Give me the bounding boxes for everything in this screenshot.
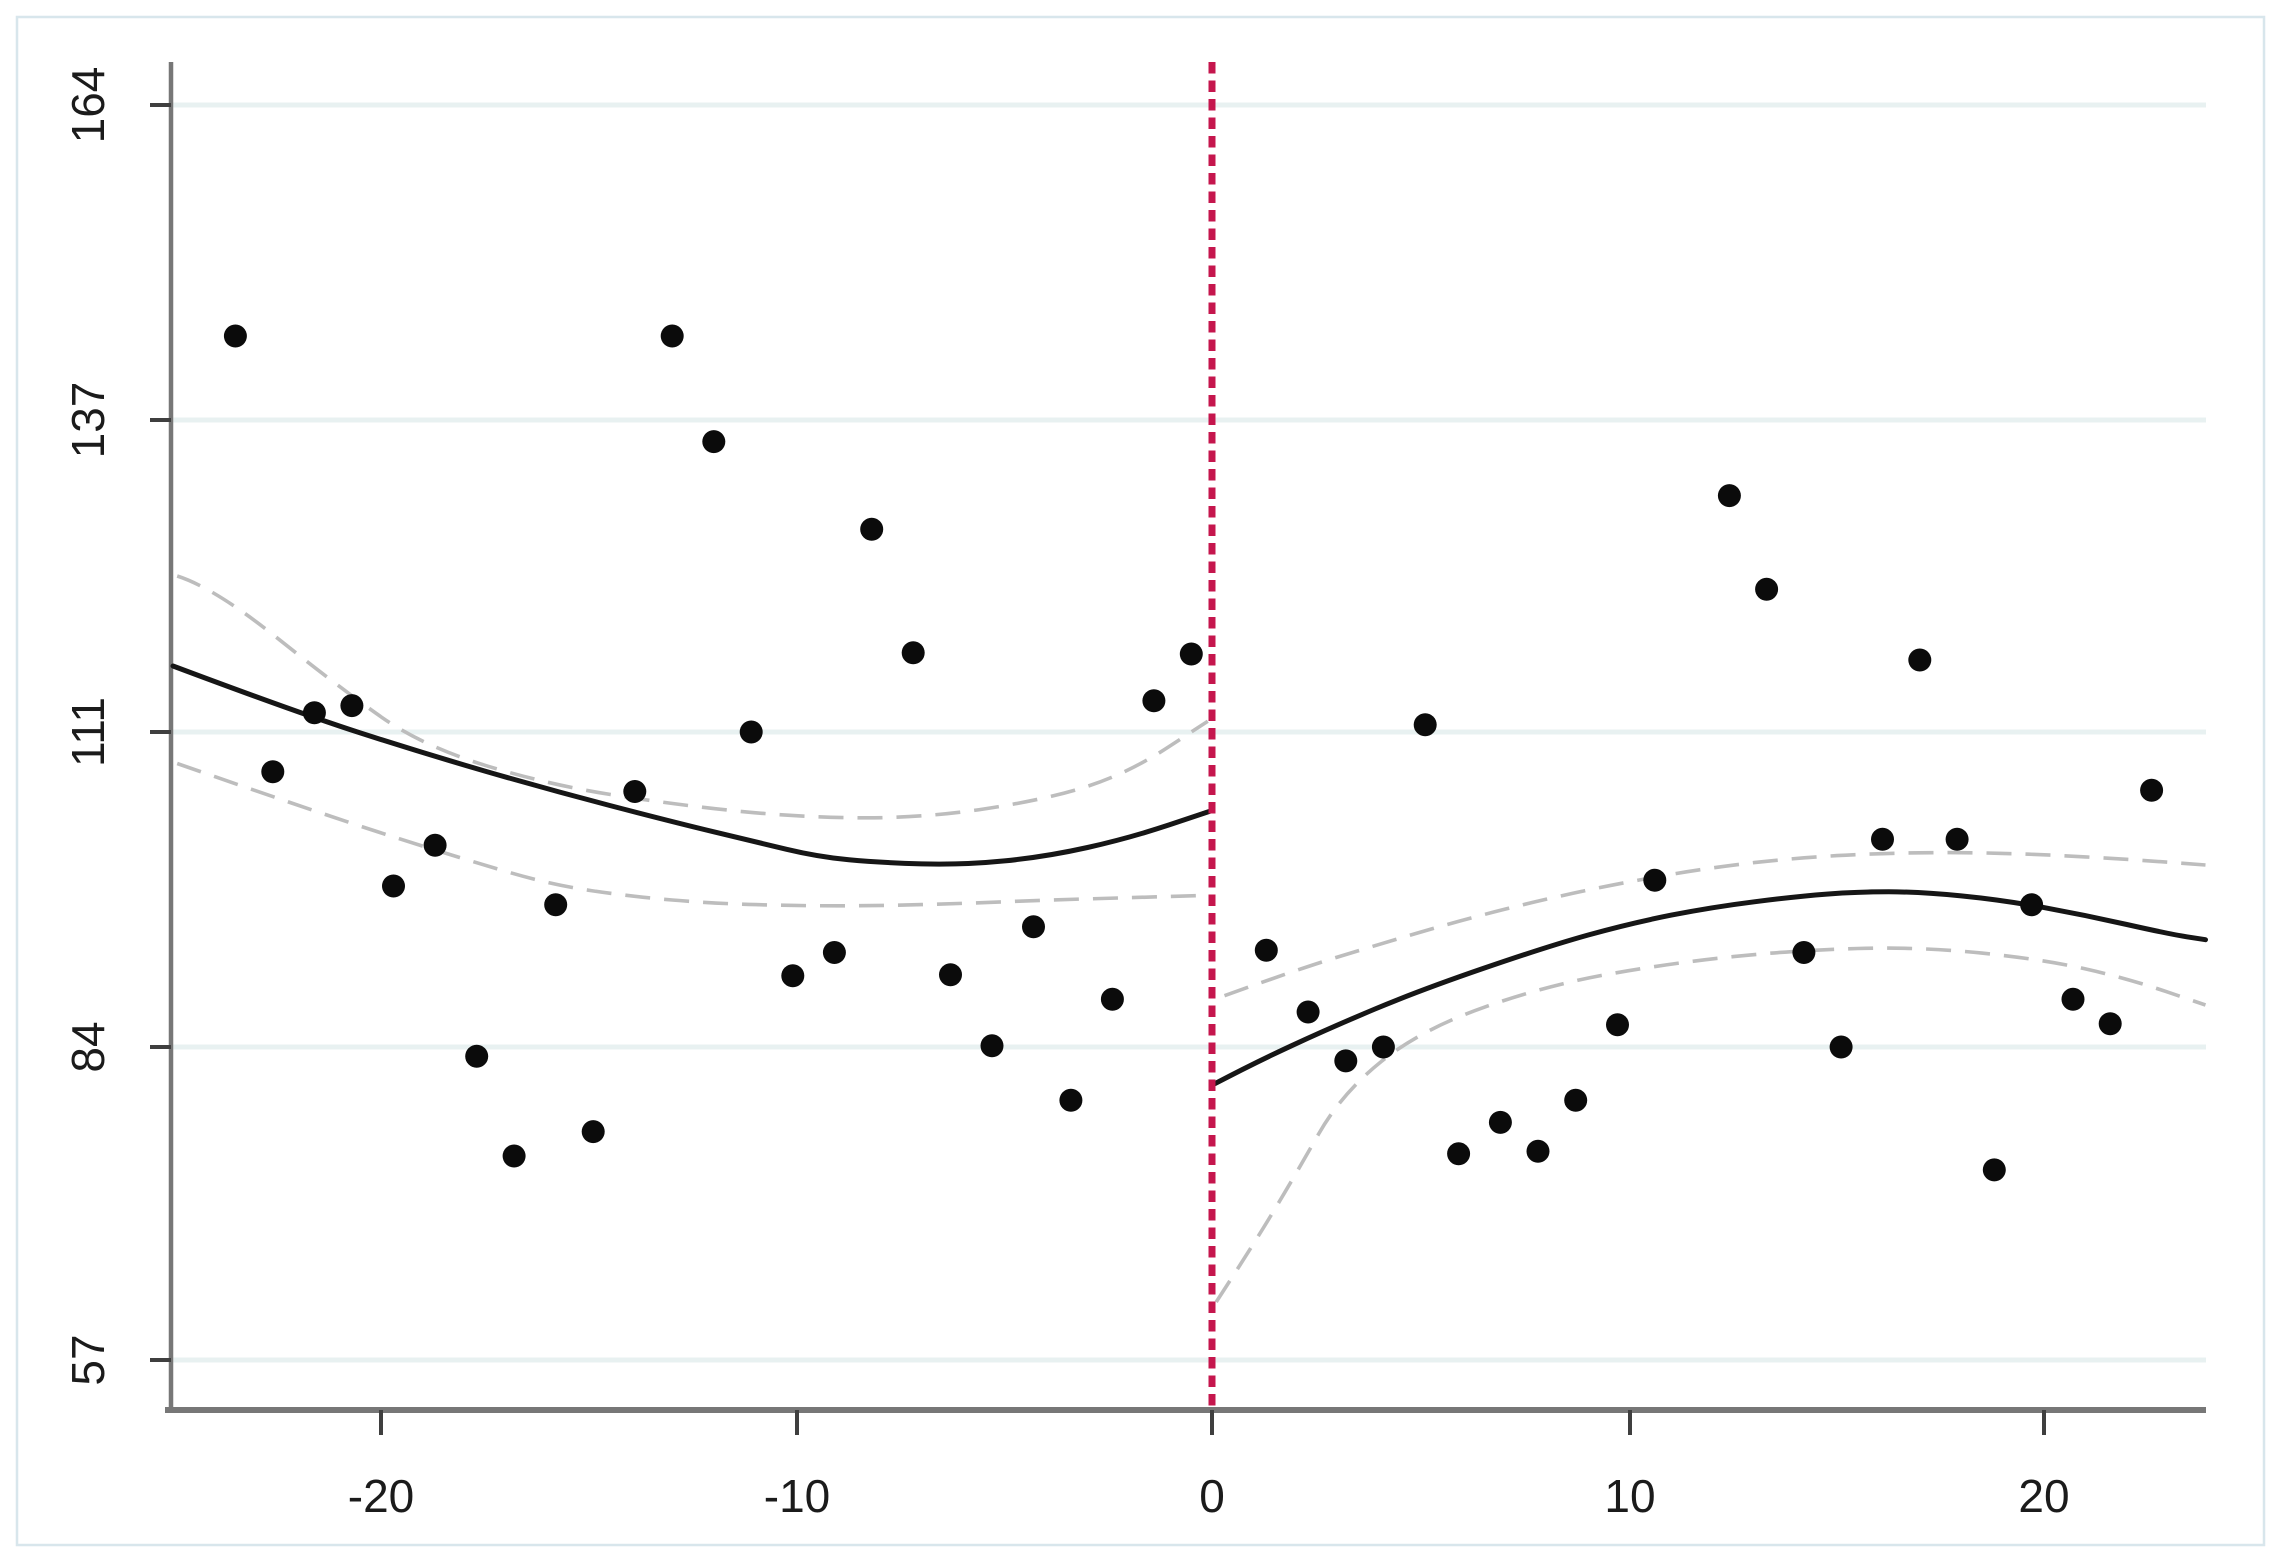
data-point <box>1413 713 1437 737</box>
data-point <box>901 641 925 665</box>
data-point <box>822 941 846 964</box>
x-tick-label: 10 <box>1604 1470 1655 1522</box>
x-tick-label: 20 <box>2018 1470 2069 1522</box>
data-point <box>702 430 726 454</box>
x-tick-label: 0 <box>1199 1470 1225 1522</box>
x-tick-labels: -20 -10 0 10 20 <box>348 1470 2070 1522</box>
data-point <box>1100 987 1124 1011</box>
data-point <box>1871 827 1894 851</box>
y-tick-label: 137 <box>62 382 114 459</box>
data-point <box>623 780 647 803</box>
data-point <box>1296 1000 1320 1024</box>
data-point <box>465 1044 489 1068</box>
data-point <box>1059 1088 1083 1112</box>
data-point <box>423 833 447 857</box>
data-point <box>1371 1035 1395 1059</box>
y-tick-label: 57 <box>62 1334 114 1385</box>
x-tick-label: -20 <box>348 1470 414 1522</box>
y-tick-label: 84 <box>62 1021 114 1072</box>
ci-curve-right-lower <box>1214 946 2207 1303</box>
data-point <box>1334 1049 1358 1073</box>
fit-curve-left <box>170 663 1213 867</box>
fit-curve-right <box>1211 889 2208 1087</box>
data-point <box>1792 941 1816 964</box>
data-point <box>1179 642 1203 666</box>
axes <box>165 62 2206 1413</box>
data-point <box>1142 689 1166 713</box>
data-point <box>544 893 568 917</box>
data-point <box>1945 827 1969 851</box>
data-point <box>261 760 285 784</box>
data-point <box>382 874 405 898</box>
data-point <box>1908 648 1932 672</box>
data-point <box>340 694 364 718</box>
data-point <box>2098 1012 2122 1036</box>
data-point <box>1254 938 1278 962</box>
data-point <box>939 963 962 987</box>
fit-curves <box>170 663 2208 1087</box>
ci-curve-right-upper <box>1223 850 2206 998</box>
data-point <box>2140 778 2164 802</box>
ci-curve-left-upper <box>176 574 1209 820</box>
data-point <box>980 1034 1004 1058</box>
x-tick-label: -10 <box>764 1470 830 1522</box>
data-point <box>2020 893 2044 917</box>
data-point <box>1526 1139 1550 1163</box>
y-tick-label: 111 <box>62 697 114 767</box>
data-point <box>1606 1013 1629 1037</box>
y-tick-label: 164 <box>62 67 114 144</box>
confidence-band-curves <box>176 574 2207 1303</box>
scatter-points <box>223 324 2164 1182</box>
data-point <box>1643 868 1667 892</box>
data-point <box>860 517 884 541</box>
data-point <box>1022 915 1045 939</box>
data-point <box>2061 987 2085 1011</box>
data-point <box>1982 1158 2006 1182</box>
data-point <box>739 720 763 744</box>
data-point <box>1717 484 1741 508</box>
y-axis-ticks <box>150 103 171 1362</box>
data-point <box>1829 1035 1853 1059</box>
figure-frame <box>15 15 2266 1547</box>
data-point <box>223 324 247 348</box>
data-point <box>302 701 326 725</box>
data-point <box>502 1144 526 1168</box>
ci-curve-left-lower <box>176 761 1208 908</box>
data-point <box>1447 1142 1471 1166</box>
y-tick-labels: 164 137 111 84 57 <box>62 67 114 1386</box>
data-point <box>1755 577 1779 601</box>
data-point <box>781 964 805 988</box>
data-point <box>581 1120 605 1144</box>
data-point <box>660 324 684 348</box>
x-axis-ticks <box>379 1410 2046 1435</box>
data-point <box>1488 1110 1512 1134</box>
data-point <box>1564 1088 1588 1112</box>
gridlines <box>171 102 2206 1363</box>
